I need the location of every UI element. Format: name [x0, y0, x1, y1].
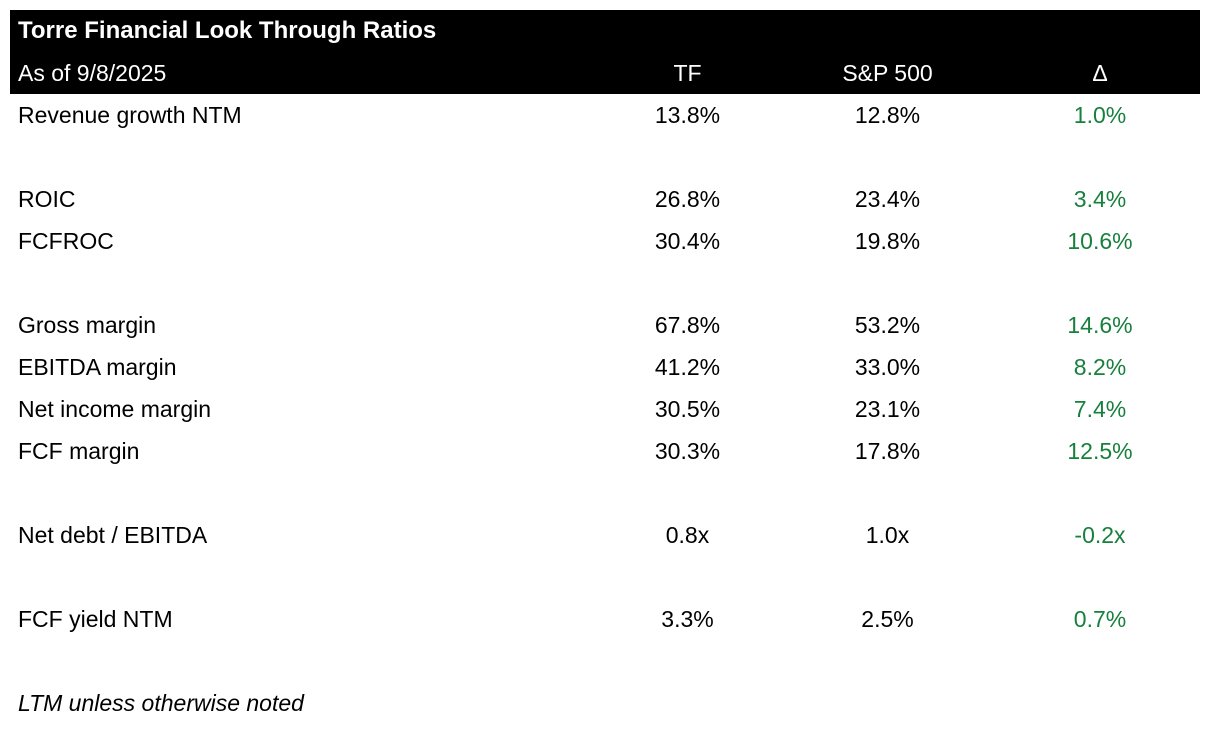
table-row-net-income-margin: Net income margin 30.5% 23.1% 7.4% — [10, 388, 1200, 430]
tf-value: 67.8% — [654, 311, 721, 338]
delta-value: 7.4% — [1073, 395, 1127, 422]
tf-value: 26.8% — [654, 185, 721, 212]
title-row: Torre Financial Look Through Ratios — [10, 10, 1200, 52]
delta-value: 3.4% — [1073, 185, 1127, 212]
tf-value: 0.8x — [665, 521, 710, 548]
table-row-fcf-yield: FCF yield NTM 3.3% 2.5% 0.7% — [10, 598, 1200, 640]
row-label: FCFROC — [18, 227, 114, 254]
spacer-row — [10, 556, 1200, 598]
sp500-value: 23.4% — [854, 185, 921, 212]
tf-value: 41.2% — [654, 353, 721, 380]
ratios-table: Torre Financial Look Through Ratios As o… — [10, 10, 1200, 724]
table-row-net-debt-ebitda: Net debt / EBITDA 0.8x 1.0x -0.2x — [10, 514, 1200, 556]
row-label: Net income margin — [18, 395, 212, 422]
spacer-row — [10, 472, 1200, 514]
row-label: FCF margin — [18, 437, 140, 464]
row-label: Net debt / EBITDA — [18, 521, 208, 548]
table-row-fcf-margin: FCF margin 30.3% 17.8% 12.5% — [10, 430, 1200, 472]
col-header-sp500: S&P 500 — [775, 52, 1000, 94]
sp500-value: 1.0x — [865, 521, 910, 548]
table-row-gross-margin: Gross margin 67.8% 53.2% 14.6% — [10, 304, 1200, 346]
table-row-revenue-growth: Revenue growth NTM 13.8% 12.8% 1.0% — [10, 94, 1200, 136]
delta-value: 0.7% — [1073, 605, 1127, 632]
delta-value: 1.0% — [1073, 101, 1127, 128]
delta-value: 12.5% — [1067, 437, 1133, 464]
sp500-value: 53.2% — [854, 311, 921, 338]
tf-value: 30.5% — [654, 395, 721, 422]
table-row-roic: ROIC 26.8% 23.4% 3.4% — [10, 178, 1200, 220]
row-label: EBITDA margin — [18, 353, 177, 380]
delta-value: 14.6% — [1067, 311, 1133, 338]
as-of-date: As of 9/8/2025 — [10, 52, 600, 94]
col-header-delta: Δ — [1000, 52, 1200, 94]
tf-value: 13.8% — [654, 101, 721, 128]
row-label: FCF yield NTM — [18, 605, 173, 632]
table-row-ebitda-margin: EBITDA margin 41.2% 33.0% 8.2% — [10, 346, 1200, 388]
spacer-row — [10, 640, 1200, 682]
delta-value: -0.2x — [1074, 521, 1126, 548]
footnote-row: LTM unless otherwise noted — [10, 682, 1200, 724]
col-header-tf: TF — [600, 52, 775, 94]
sp500-value: 2.5% — [861, 605, 914, 632]
column-header-row: As of 9/8/2025 TF S&P 500 Δ — [10, 52, 1200, 94]
spacer-row — [10, 136, 1200, 178]
sp500-value: 19.8% — [854, 227, 921, 254]
tf-value: 3.3% — [661, 605, 714, 632]
tf-value: 30.4% — [654, 227, 721, 254]
row-label: ROIC — [18, 185, 76, 212]
delta-value: 10.6% — [1067, 227, 1133, 254]
row-label: Gross margin — [18, 311, 157, 338]
footnote: LTM unless otherwise noted — [18, 689, 304, 716]
sp500-value: 33.0% — [854, 353, 921, 380]
table-title: Torre Financial Look Through Ratios — [10, 10, 1200, 52]
table-row-fcfroc: FCFROC 30.4% 19.8% 10.6% — [10, 220, 1200, 262]
row-label: Revenue growth NTM — [18, 101, 242, 128]
sp500-value: 12.8% — [854, 101, 921, 128]
tf-value: 30.3% — [654, 437, 721, 464]
sp500-value: 17.8% — [854, 437, 921, 464]
sp500-value: 23.1% — [854, 395, 921, 422]
delta-value: 8.2% — [1073, 353, 1127, 380]
spacer-row — [10, 262, 1200, 304]
